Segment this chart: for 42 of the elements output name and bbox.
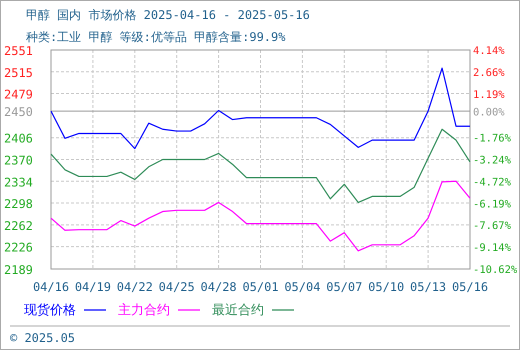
legend-label: 最近合约 [212,303,264,318]
y-tick-label: 2334 [4,175,33,190]
y-tick-label: 2226 [4,240,33,255]
legend-label: 主力合约 [118,302,170,318]
x-tick-label: 05/10 [368,280,404,294]
line-series [50,68,471,150]
x-tick-label: 05/13 [410,280,446,294]
y2-tick-label: -10.62% [473,264,518,276]
x-tick-label: 05/01 [242,280,279,294]
chart-subtitle: 种类:工业 甲醇 等级:优等品 甲醇含量:99.9% [26,30,286,44]
y2-tick-label: -6.19% [473,198,512,210]
chart-title: 甲醇 国内 市场价格 2025-04-16 - 2025-05-16 [26,8,310,22]
x-tick-label: 04/25 [158,280,195,294]
y-tick-label: 2479 [4,88,33,102]
y-tick-label: 2450 [4,105,33,120]
y2-tick-label: -1.76% [473,132,512,145]
y2-tick-label: -9.14% [473,242,512,254]
y2-tick-label: 2.66% [473,66,506,79]
y-tick-label: 2551 [4,44,33,58]
line-series [50,128,471,204]
x-tick-label: 04/28 [200,280,237,294]
y-tick-label: 2189 [4,263,33,277]
legend-label: 现货价格 [24,303,76,318]
y2-tick-label: -4.72% [473,176,512,188]
x-tick-label: 05/16 [452,280,488,294]
x-tick-label: 04/16 [32,280,70,294]
y-tick-label: 2262 [4,218,33,233]
y-tick-label: 2515 [4,66,33,80]
line-series [50,180,471,252]
x-tick-label: 04/22 [116,280,153,294]
x-tick-label: 05/07 [326,280,362,294]
y-tick-label: 2298 [4,197,33,212]
x-tick-label: 04/19 [74,280,111,294]
y2-tick-label: -3.24% [473,154,512,166]
y2-tick-label: 1.19% [473,88,506,101]
y2-tick-label: 4.14% [473,45,506,57]
x-tick-label: 05/04 [284,280,320,294]
y2-tick-label: 0.00% [473,106,506,118]
text: © 2025.05 [10,331,76,345]
y2-tick-label: -7.67% [473,220,512,232]
y-tick-label: 2406 [4,132,33,146]
y-tick-label: 2370 [4,154,33,168]
